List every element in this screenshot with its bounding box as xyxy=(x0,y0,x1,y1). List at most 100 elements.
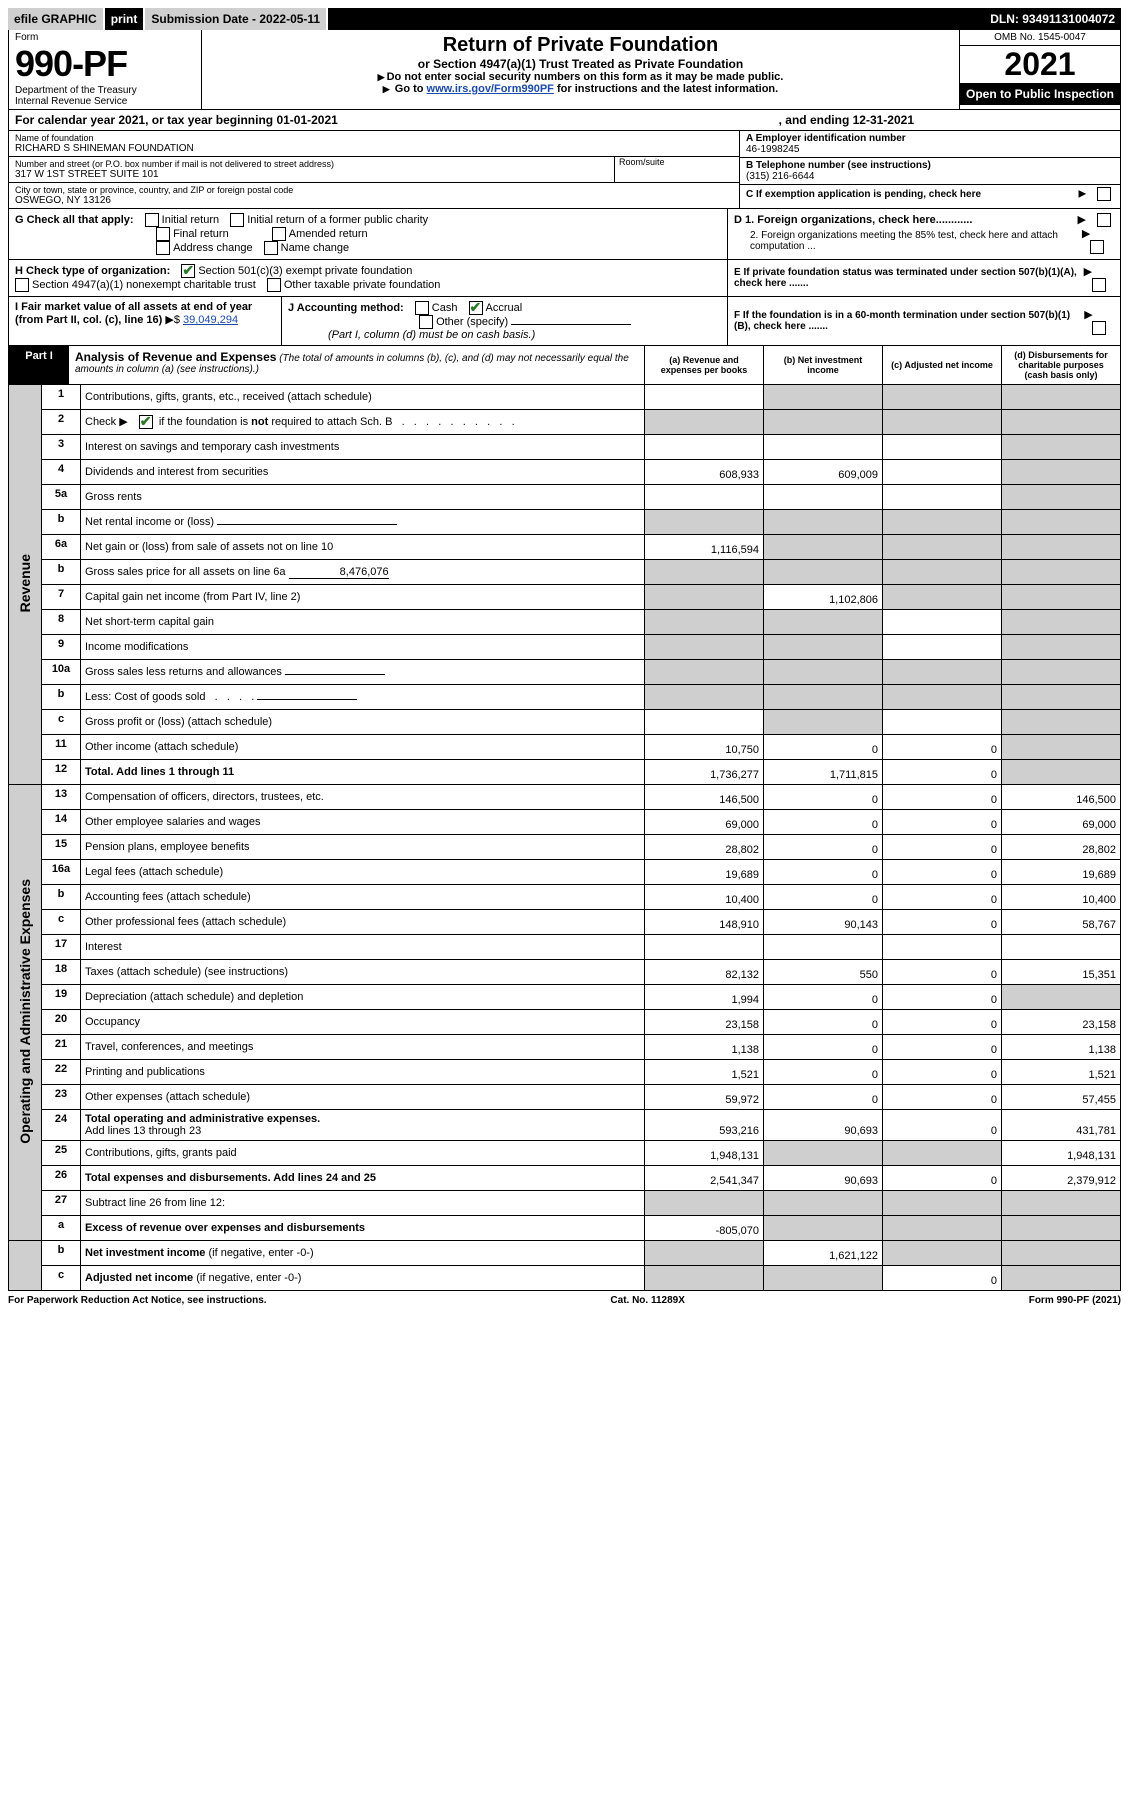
spacer xyxy=(328,8,984,30)
table-row: 7Capital gain net income (from Part IV, … xyxy=(9,585,1121,610)
g-initial-former: Initial return of a former public charit… xyxy=(247,214,428,226)
table-row: bNet investment income (if negative, ent… xyxy=(9,1241,1121,1266)
d2-label: 2. Foreign organizations meeting the 85%… xyxy=(734,230,1082,252)
ein-label: A Employer identification number xyxy=(746,133,1114,144)
form-number: 990-PF xyxy=(15,43,195,85)
g-section: G Check all that apply: Initial return I… xyxy=(9,209,727,259)
print-button[interactable]: print xyxy=(105,8,146,30)
col-d-head: (d) Disbursements for charitable purpose… xyxy=(1001,346,1120,384)
c-checkbox[interactable] xyxy=(1097,187,1111,201)
header-center: Return of Private Foundation or Section … xyxy=(202,30,959,109)
form-label: Form xyxy=(15,32,195,43)
ein-cell: A Employer identification number 46-1998… xyxy=(740,131,1120,158)
table-row: 15Pension plans, employee benefits28,802… xyxy=(9,835,1121,860)
g-initial-former-checkbox[interactable] xyxy=(230,213,244,227)
table-row: 25Contributions, gifts, grants paid1,948… xyxy=(9,1141,1121,1166)
table-row: cOther professional fees (attach schedul… xyxy=(9,910,1121,935)
part1-table: Revenue 1 Contributions, gifts, grants, … xyxy=(8,385,1121,1291)
table-row: 22Printing and publications1,521001,521 xyxy=(9,1060,1121,1085)
d2-checkbox[interactable] xyxy=(1090,240,1104,254)
g-addr-checkbox[interactable] xyxy=(156,241,170,255)
city-cell: City or town, state or province, country… xyxy=(9,183,739,208)
table-row: 8Net short-term capital gain xyxy=(9,610,1121,635)
he-row: H Check type of organization: Section 50… xyxy=(8,260,1121,297)
table-row: Operating and Administrative Expenses 13… xyxy=(9,785,1121,810)
dln-label: DLN: 93491131004072 xyxy=(984,8,1121,30)
g-name: Name change xyxy=(281,242,350,254)
efile-label: efile GRAPHIC xyxy=(8,8,105,30)
id-right: A Employer identification number 46-1998… xyxy=(739,131,1120,208)
instr-2-post: for instructions and the latest informat… xyxy=(557,83,778,95)
i-value-link[interactable]: 39,049,294 xyxy=(183,314,238,326)
instr-1: Do not enter social security numbers on … xyxy=(212,71,949,83)
table-row: 6aNet gain or (loss) from sale of assets… xyxy=(9,535,1121,560)
g-final: Final return xyxy=(173,228,229,240)
form-link[interactable]: www.irs.gov/Form990PF xyxy=(427,83,554,95)
table-row: 11Other income (attach schedule)10,75000 xyxy=(9,735,1121,760)
h-opt2: Section 4947(a)(1) nonexempt charitable … xyxy=(32,279,256,291)
g-final-checkbox[interactable] xyxy=(156,227,170,241)
table-row: 20Occupancy23,1580023,158 xyxy=(9,1010,1121,1035)
h-4947-checkbox[interactable] xyxy=(15,278,29,292)
expenses-side: Operating and Administrative Expenses xyxy=(9,785,42,1241)
foundation-city: OSWEGO, NY 13126 xyxy=(15,195,733,206)
table-row: 14Other employee salaries and wages69,00… xyxy=(9,810,1121,835)
h-other-checkbox[interactable] xyxy=(267,278,281,292)
table-row: 5aGross rents xyxy=(9,485,1121,510)
e-checkbox[interactable] xyxy=(1092,278,1106,292)
j-accrual-checkbox[interactable] xyxy=(469,301,483,315)
h-label: H Check type of organization: xyxy=(15,265,170,277)
phone-cell: B Telephone number (see instructions) (3… xyxy=(740,158,1120,185)
footer-left: For Paperwork Reduction Act Notice, see … xyxy=(8,1295,267,1306)
f-checkbox[interactable] xyxy=(1092,321,1106,335)
col-b-head: (b) Net investment income xyxy=(763,346,882,384)
c-cell: C If exemption application is pending, c… xyxy=(740,185,1120,203)
footer-center: Cat. No. 11289X xyxy=(610,1295,684,1306)
table-row: 12Total. Add lines 1 through 111,736,277… xyxy=(9,760,1121,785)
table-row: 26Total expenses and disbursements. Add … xyxy=(9,1166,1121,1191)
table-row: aExcess of revenue over expenses and dis… xyxy=(9,1216,1121,1241)
h-501c3-checkbox[interactable] xyxy=(181,264,195,278)
addr-cell: Number and street (or P.O. box number if… xyxy=(9,157,739,183)
table-row: 21Travel, conferences, and meetings1,138… xyxy=(9,1035,1121,1060)
addr-label: Number and street (or P.O. box number if… xyxy=(15,159,614,169)
part1-title-box: Analysis of Revenue and Expenses (The to… xyxy=(69,346,644,384)
table-row: bNet rental income or (loss) xyxy=(9,510,1121,535)
schb-checkbox[interactable] xyxy=(139,415,153,429)
j-section: J Accounting method: Cash Accrual Other … xyxy=(281,297,727,345)
d2-row: 2. Foreign organizations meeting the 85%… xyxy=(734,227,1114,254)
irs-label: Internal Revenue Service xyxy=(15,96,195,107)
phone-value: (315) 216-6644 xyxy=(746,171,1114,182)
instr-2: Go to www.irs.gov/Form990PF for instruct… xyxy=(212,83,949,95)
calendar-year-row: For calendar year 2021, or tax year begi… xyxy=(8,110,1121,131)
omb-number: OMB No. 1545-0047 xyxy=(960,30,1120,46)
table-row: bLess: Cost of goods sold . . . . xyxy=(9,685,1121,710)
g-amended-checkbox[interactable] xyxy=(272,227,286,241)
g-initial-checkbox[interactable] xyxy=(145,213,159,227)
id-grid: Name of foundation RICHARD S SHINEMAN FO… xyxy=(8,131,1121,209)
top-bar: efile GRAPHIC print Submission Date - 20… xyxy=(8,8,1121,30)
part1-label: Part I xyxy=(25,350,53,362)
submission-date: Submission Date - 2022-05-11 xyxy=(145,8,328,30)
table-row: 17Interest xyxy=(9,935,1121,960)
j-other-line xyxy=(511,324,631,325)
g-name-checkbox[interactable] xyxy=(264,241,278,255)
part1-header: Part I Analysis of Revenue and Expenses … xyxy=(8,346,1121,385)
e-section: E If private foundation status was termi… xyxy=(727,260,1120,296)
room-label: Room/suite xyxy=(619,157,739,167)
f-section: F If the foundation is in a 60-month ter… xyxy=(727,297,1120,345)
part1-title: Analysis of Revenue and Expenses xyxy=(75,350,276,364)
d1-checkbox[interactable] xyxy=(1097,213,1111,227)
foundation-name: RICHARD S SHINEMAN FOUNDATION xyxy=(15,143,733,154)
g-label: G Check all that apply: xyxy=(15,214,134,226)
name-label: Name of foundation xyxy=(15,133,733,143)
footer-right: Form 990-PF (2021) xyxy=(1029,1295,1121,1306)
j-cash-checkbox[interactable] xyxy=(415,301,429,315)
j-other-checkbox[interactable] xyxy=(419,315,433,329)
name-cell: Name of foundation RICHARD S SHINEMAN FO… xyxy=(9,131,739,157)
revenue-side: Revenue xyxy=(9,385,42,785)
c-label: C If exemption application is pending, c… xyxy=(746,189,981,200)
tax-year: 2021 xyxy=(960,46,1120,83)
foundation-addr: 317 W 1ST STREET SUITE 101 xyxy=(15,169,614,180)
i-section: I Fair market value of all assets at end… xyxy=(9,297,281,345)
